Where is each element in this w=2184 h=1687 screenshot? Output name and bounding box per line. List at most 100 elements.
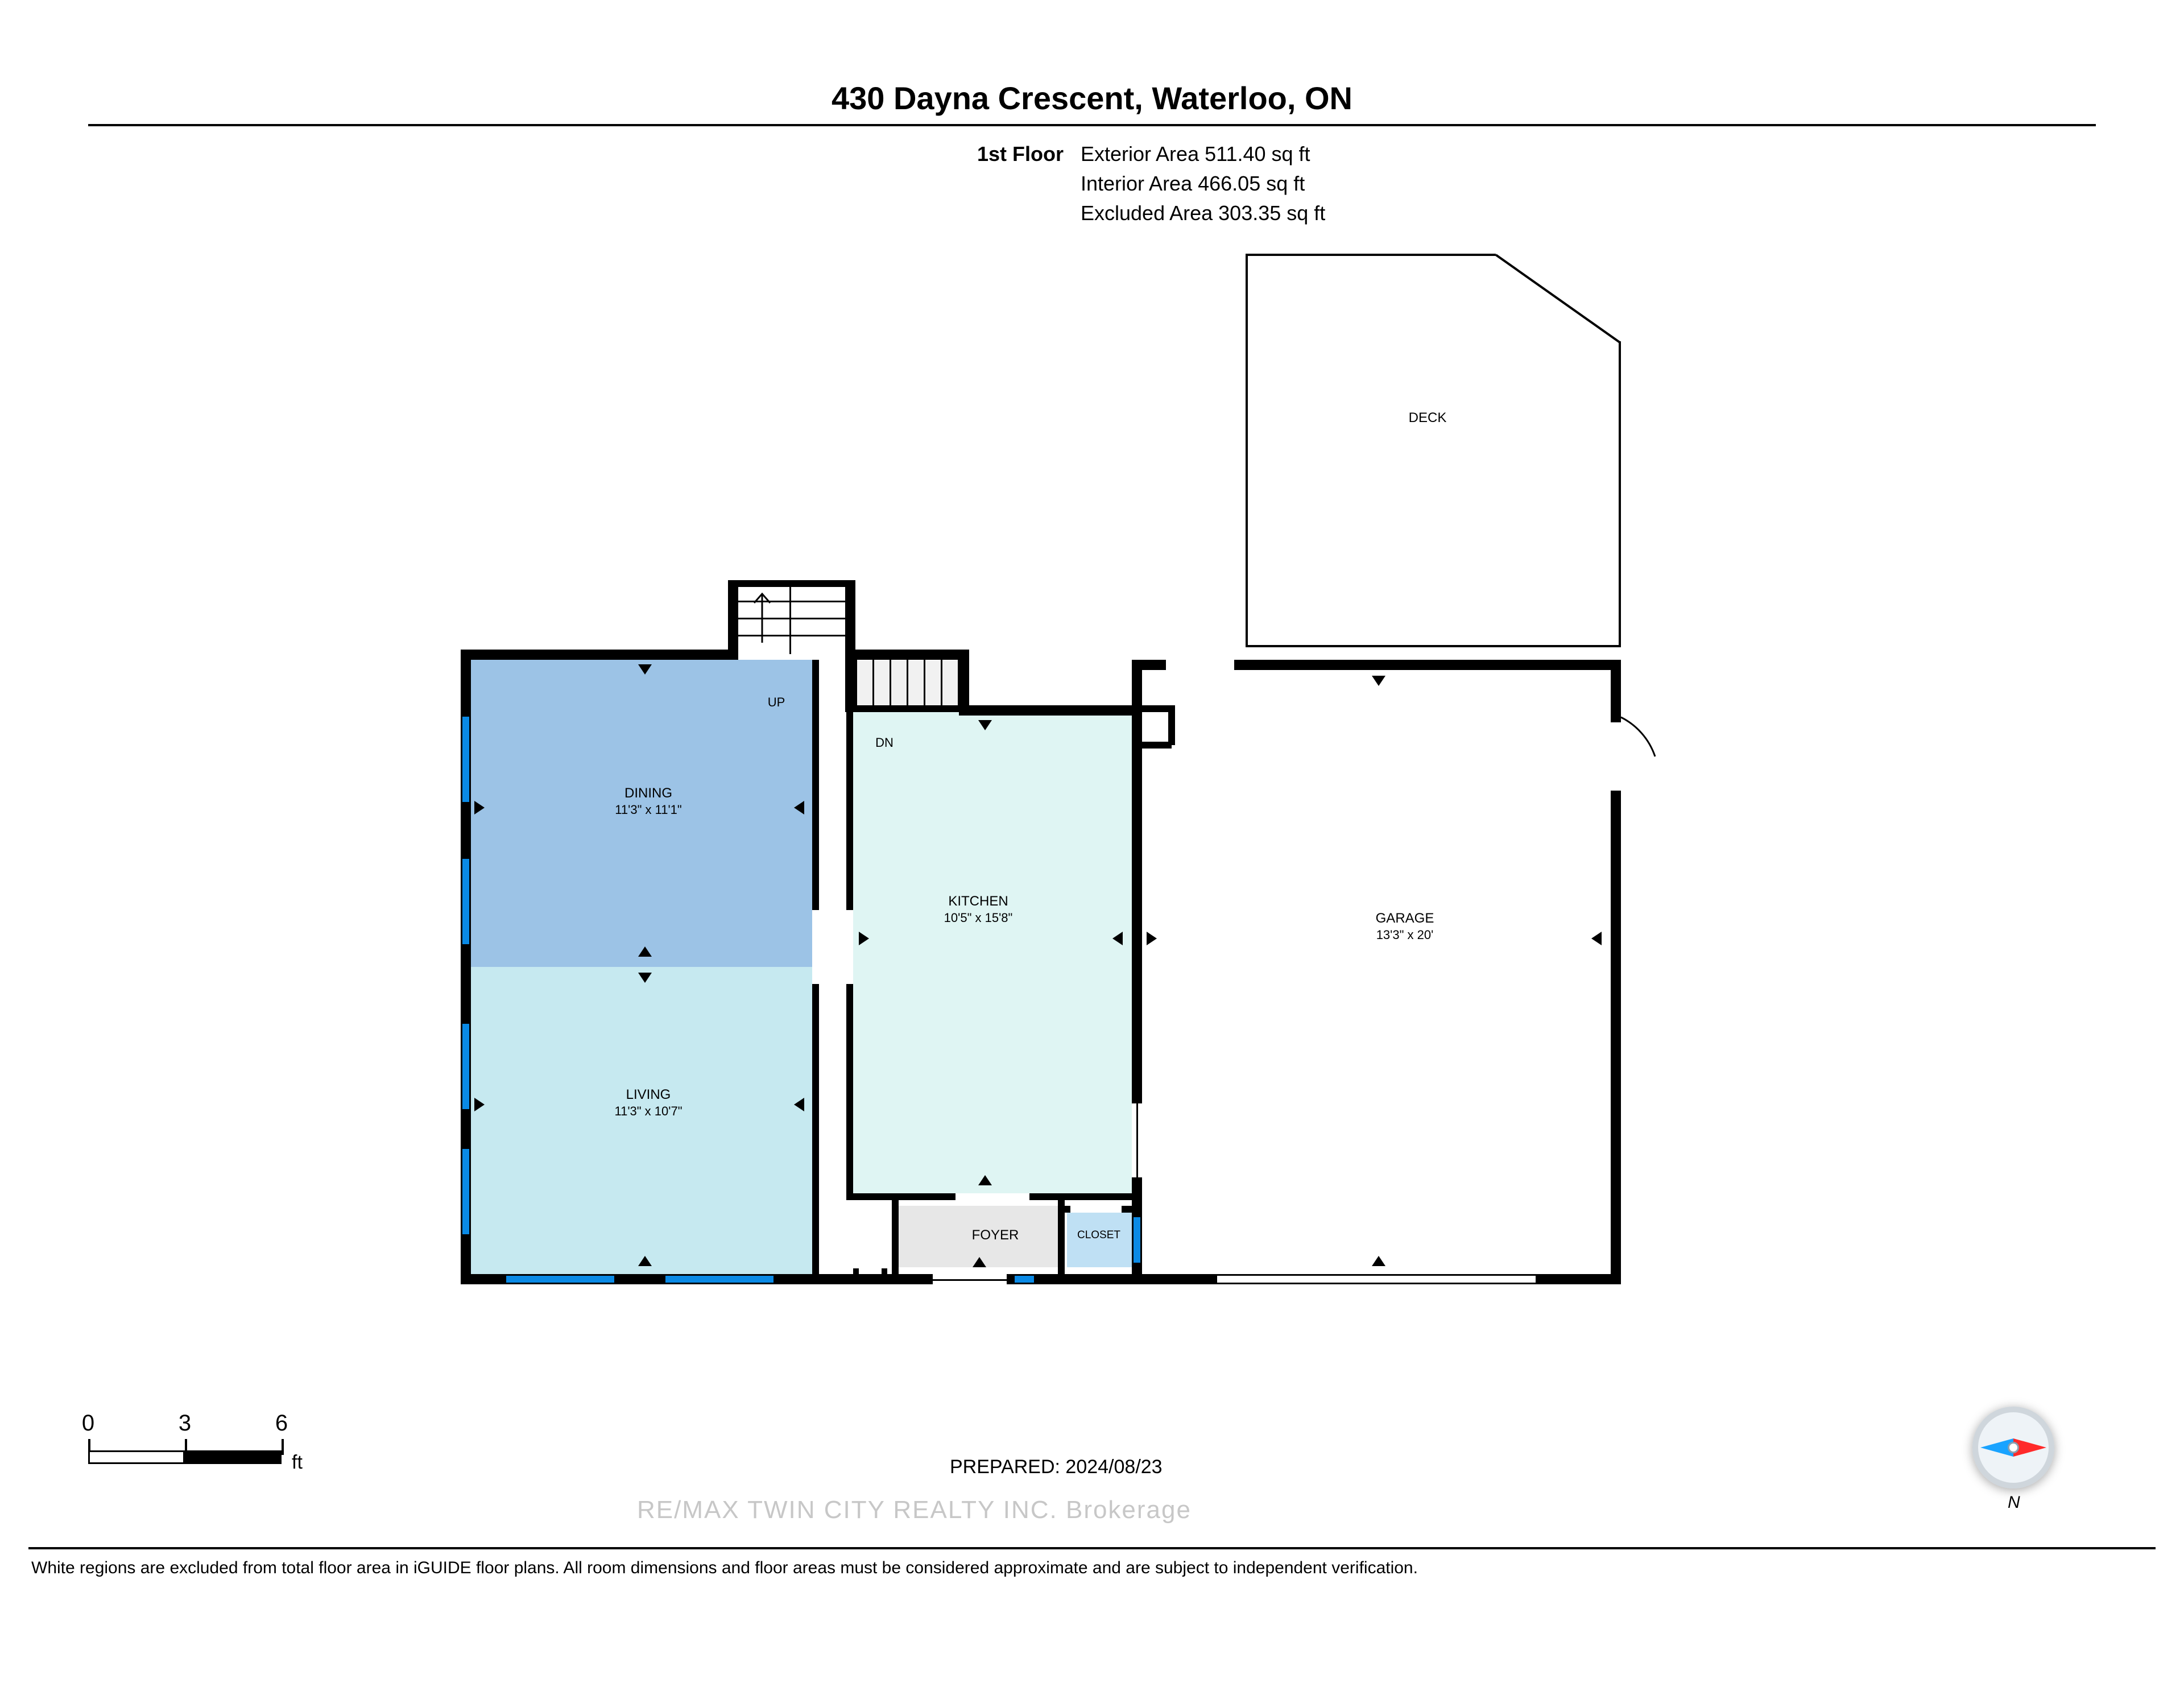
garage-door-line-top	[1217, 1274, 1536, 1276]
scale-bar: 0 3 6 ft	[88, 1411, 350, 1479]
tri-garage-top	[1372, 676, 1385, 686]
deck-diagonal	[1246, 239, 1632, 648]
tri-dining-left	[474, 801, 485, 814]
scale-seg-1	[88, 1450, 185, 1464]
upstair-left	[728, 580, 738, 660]
label-deck: DECK	[1342, 410, 1513, 427]
floorplan-stage: DINING 11'3" x 11'1" LIVING 11'3" x 10'7…	[461, 239, 1621, 1297]
dn-r5	[941, 660, 942, 706]
stair-fill	[852, 661, 959, 712]
garage-right-gap	[1611, 722, 1621, 791]
front-door-line	[933, 1279, 1007, 1281]
label-garage-name: GARAGE	[1320, 910, 1490, 927]
label-deck-name: DECK	[1342, 410, 1513, 427]
label-dn-text: DN	[867, 735, 901, 751]
dn-r4	[924, 660, 925, 706]
tri-dl-right	[794, 801, 804, 814]
tri-dining-top	[638, 664, 652, 675]
watermark-text: RE/MAX TWIN CITY REALTY INC. Brokerage	[637, 1496, 1192, 1524]
closet-door	[1070, 1206, 1122, 1213]
kg-notch-a	[1132, 705, 1172, 712]
up-arrow-icon	[745, 586, 779, 648]
stair-bottom-line	[845, 705, 966, 712]
dn-r0	[855, 660, 857, 706]
tri-dl-down	[638, 973, 652, 983]
title-underline	[88, 124, 2096, 126]
window-left-2	[462, 859, 469, 944]
kg-notch-b	[1168, 705, 1175, 745]
tri-garage-bot	[1372, 1256, 1385, 1266]
label-closet-name: CLOSET	[1065, 1229, 1133, 1242]
prepared-date: PREPARED: 2024/08/23	[950, 1456, 1163, 1478]
scale-num-3: 3	[173, 1411, 196, 1436]
dn-r3	[907, 660, 908, 706]
label-kitchen-dim: 10'5" x 15'8"	[893, 910, 1064, 926]
disclaimer-text: White regions are excluded from total fl…	[31, 1558, 1418, 1578]
garage-door-line-bot	[1217, 1283, 1536, 1284]
room-kitchen-fill	[853, 712, 1132, 1193]
label-dining-dim: 11'3" x 11'1"	[563, 802, 734, 818]
page: 430 Dayna Crescent, Waterloo, ON 1st Flo…	[0, 0, 2184, 1687]
scale-num-6: 6	[270, 1411, 293, 1436]
window-bottom-1	[506, 1276, 614, 1283]
tri-dl-up	[638, 946, 652, 957]
area-exterior: Exterior Area 511.40 sq ft	[1081, 142, 1310, 166]
window-bottom-2	[665, 1276, 774, 1283]
outer-top-a	[461, 650, 735, 660]
outer-top-b	[959, 705, 1142, 716]
door-kitchen-foyer	[956, 1193, 1029, 1200]
tri-garage-left	[1147, 932, 1157, 945]
room-living-fill	[471, 967, 812, 1274]
label-living: LIVING 11'3" x 10'7"	[563, 1086, 734, 1119]
label-garage-dim: 13'3" x 20'	[1320, 927, 1490, 943]
compass-north-label: N	[2008, 1493, 2020, 1512]
bump-a	[853, 1268, 859, 1284]
page-title: 430 Dayna Crescent, Waterloo, ON	[0, 80, 2184, 117]
label-foyer-name: FOYER	[938, 1227, 1052, 1244]
window-bottom-3	[1015, 1276, 1034, 1283]
window-left-4	[462, 1149, 469, 1234]
tri-lv-right	[794, 1098, 804, 1111]
label-garage: GARAGE 13'3" x 20'	[1320, 910, 1490, 943]
window-closet	[1134, 1217, 1140, 1263]
label-up: UP	[759, 694, 793, 710]
bottom-rule	[28, 1547, 2156, 1549]
scale-unit: ft	[292, 1452, 303, 1474]
label-foyer: FOYER	[938, 1227, 1052, 1244]
door-kitchen-left	[846, 910, 853, 984]
window-left-3	[462, 1024, 469, 1109]
tri-foyer-bot	[973, 1257, 986, 1267]
tri-kitchen-right	[1112, 932, 1123, 945]
scale-num-0: 0	[77, 1411, 100, 1436]
kg-door-line	[1136, 1103, 1138, 1177]
outer-top-c	[852, 650, 966, 660]
tri-living-left	[474, 1098, 485, 1111]
label-living-dim: 11'3" x 10'7"	[563, 1103, 734, 1119]
label-living-name: LIVING	[563, 1086, 734, 1103]
label-dining: DINING 11'3" x 11'1"	[563, 785, 734, 818]
tri-kitchen-top	[978, 720, 992, 730]
label-closet: CLOSET	[1065, 1229, 1133, 1242]
tri-kitchen-left	[859, 932, 869, 945]
dn-r1	[872, 660, 874, 706]
upstair-right	[845, 580, 855, 712]
label-dining-name: DINING	[563, 785, 734, 802]
label-up-text: UP	[759, 694, 793, 710]
tri-living-bot	[638, 1256, 652, 1266]
window-left-1	[462, 717, 469, 802]
bump-b	[882, 1268, 887, 1284]
compass-icon	[1972, 1407, 2054, 1488]
kg-notch-c	[1132, 742, 1172, 749]
area-interior: Interior Area 466.05 sq ft	[1081, 172, 1305, 196]
area-excluded: Excluded Area 303.35 sq ft	[1081, 201, 1325, 225]
tri-garage-right	[1591, 932, 1602, 945]
scale-tick-6	[282, 1439, 284, 1455]
foyer-left	[892, 1200, 899, 1274]
compass-center-dot	[2008, 1442, 2019, 1453]
scale-seg-2	[185, 1450, 282, 1464]
garage-side-door	[1592, 717, 1661, 808]
dn-r6	[958, 660, 959, 706]
door-dl-kitchen	[812, 910, 819, 984]
tri-kitchen-bot	[978, 1175, 992, 1185]
floor-label: 1st Floor	[927, 142, 1064, 166]
